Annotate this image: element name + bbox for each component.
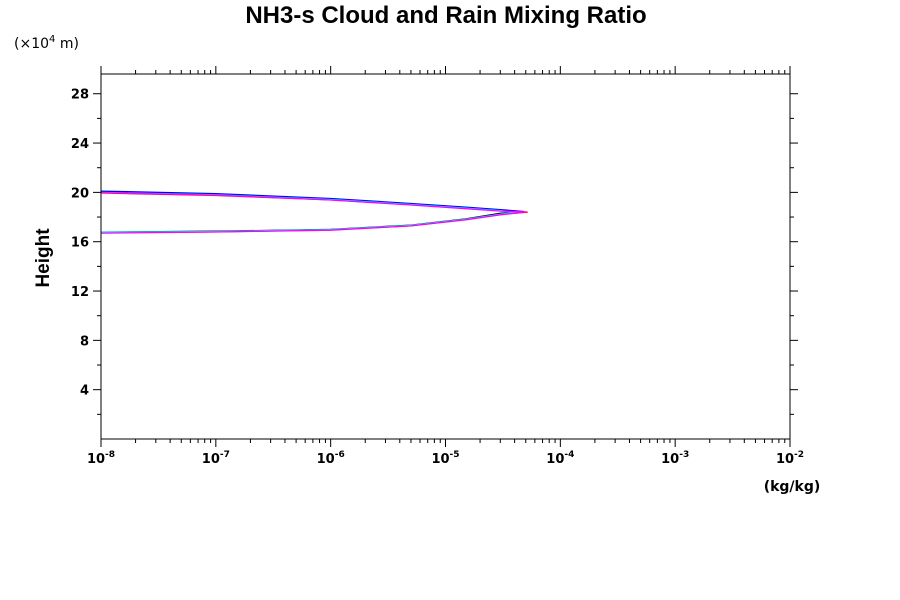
x-tick-base: 10 (661, 452, 679, 467)
x-tick-exponent: -3 (679, 450, 689, 460)
x-tick-base: 10 (317, 452, 335, 467)
y-axis-label: Height (33, 228, 54, 288)
y-tick-label: 16 (71, 236, 89, 251)
x-tick-label: 10-2 (776, 450, 804, 467)
x-tick-label: 10-3 (661, 450, 689, 467)
x-tick-base: 10 (546, 452, 564, 467)
x-tick-label: 10-6 (317, 450, 345, 467)
x-tick-base: 10 (431, 452, 449, 467)
y-tick-label: 24 (71, 137, 89, 152)
x-tick-exponent: -2 (794, 450, 804, 460)
x-tick-base: 10 (776, 452, 794, 467)
mixing-ratio-curve (100, 191, 526, 234)
x-tick-exponent: -5 (450, 450, 460, 460)
x-tick-exponent: -6 (335, 450, 345, 460)
y-tick-label: 4 (80, 384, 89, 399)
x-tick-label: 10-7 (202, 450, 230, 467)
plot-frame (100, 73, 791, 440)
y-tick-label: 8 (80, 334, 89, 349)
y-tick-label: 28 (71, 88, 89, 103)
mixing-ratio-curve (100, 191, 518, 233)
chart-title: NH3-s Cloud and Rain Mixing Ratio (245, 2, 646, 29)
y-scale-suffix: m) (55, 36, 79, 52)
x-tick-exponent: -7 (220, 450, 230, 460)
y-tick-label: 20 (71, 186, 89, 201)
x-tick-label: 10-5 (431, 450, 459, 467)
curve-layer (100, 190, 528, 234)
y-scale-note: (×104 m) (14, 34, 79, 52)
x-tick-exponent: -4 (564, 450, 574, 460)
y-scale-prefix: (×10 (14, 36, 49, 52)
x-tick-base: 10 (202, 452, 220, 467)
x-tick-label: 10-8 (87, 450, 115, 467)
y-scale-exponent: 4 (49, 34, 55, 45)
x-tick-label: 10-4 (546, 450, 574, 467)
x-tick-exponent: -8 (105, 450, 115, 460)
y-tick-label: 12 (71, 285, 89, 300)
mixing-ratio-curve (100, 190, 524, 234)
x-unit-label: (kg/kg) (764, 479, 821, 495)
x-tick-base: 10 (87, 452, 105, 467)
